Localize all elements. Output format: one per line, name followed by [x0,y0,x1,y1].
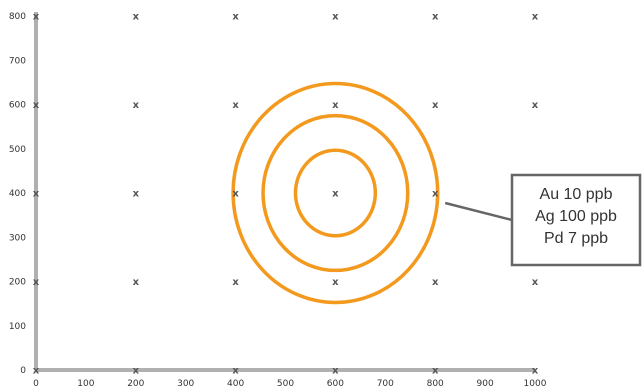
sample-point-marker: x [432,12,439,23]
sample-point-marker: x [232,277,239,288]
anomaly-ring [293,148,378,238]
sample-point-marker: x [232,366,239,377]
sample-point-marker: x [432,366,439,377]
x-tick-label: 0 [33,379,39,389]
y-tick-label: 100 [9,322,26,332]
x-tick-labels: 0 100 200 300 400 500 600 700 800 900 1000 [33,379,547,389]
axes [34,12,535,372]
x-tick-label: 300 [177,379,194,389]
y-tick-label: 400 [9,189,26,199]
y-tick-label: 300 [9,233,26,243]
assay-callout: Au 10 ppb Ag 100 ppb Pd 7 ppb [444,173,642,267]
x-tick-label: 1000 [524,379,547,389]
sample-point-marker: x [33,12,40,23]
y-tick-label: 700 [9,56,26,66]
y-tick-label: 500 [9,145,26,155]
sample-point-marker: x [33,189,40,200]
concentric-anomaly-rings [231,81,440,305]
callout-line-ag: Ag 100 ppb [535,208,617,225]
sample-point-marker: x [33,100,40,111]
anomaly-ring [231,81,440,305]
sample-point-marker: x [332,366,339,377]
y-tick-labels: 0 100 200 300 400 500 600 700 800 [9,12,26,376]
x-tick-label: 800 [427,379,444,389]
x-tick-label: 100 [77,379,94,389]
x-tick-label: 500 [277,379,294,389]
sample-point-marker: x [532,100,539,111]
sample-point-marker: x [332,100,339,111]
sample-point-marker: x [432,277,439,288]
sample-point-marker: x [332,12,339,23]
anomaly-ring [261,113,410,273]
x-tick-label: 700 [377,379,394,389]
sample-point-marker: x [432,100,439,111]
x-tick-label: 200 [127,379,144,389]
sample-point-marker: x [232,12,239,23]
sample-point-marker: x [432,189,439,200]
sample-point-marker: x [232,189,239,200]
sample-point-marker: x [133,100,140,111]
sample-point-marker: x [532,366,539,377]
sample-point-marker: x [33,277,40,288]
y-tick-label: 200 [9,278,26,288]
y-tick-label: 600 [9,101,26,111]
sample-point-marker: x [232,100,239,111]
x-tick-label: 600 [327,379,344,389]
x-tick-label: 400 [227,379,244,389]
sample-point-marker: x [532,277,539,288]
y-tick-label: 800 [9,12,26,22]
sample-point-marker: x [133,366,140,377]
callout-box [510,173,642,267]
x-tick-label: 900 [477,379,494,389]
sample-point-marker: x [532,12,539,23]
sample-point-marker: x [332,189,339,200]
callout-line-pd: Pd 7 ppb [544,230,608,247]
sample-points: xxxxxxxxxxxxxxxxxxxxxxxxxxxxxx [33,12,539,377]
callout-line-au: Au 10 ppb [540,186,613,203]
sample-point-marker: x [33,366,40,377]
y-tick-label: 0 [20,366,26,376]
sample-point-marker: x [133,12,140,23]
sample-point-marker: x [133,277,140,288]
callout-pointer-line [444,201,513,222]
sample-point-marker: x [332,277,339,288]
sample-point-marker: x [133,189,140,200]
